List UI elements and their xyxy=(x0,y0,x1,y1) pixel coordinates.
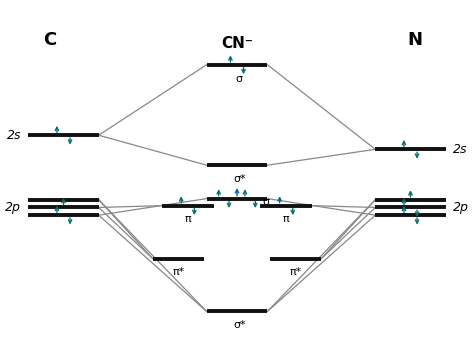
Text: 2p: 2p xyxy=(5,201,21,214)
Text: σ: σ xyxy=(236,73,243,83)
Text: π*: π* xyxy=(290,267,302,277)
Text: CN⁻: CN⁻ xyxy=(221,36,253,51)
Text: σ*: σ* xyxy=(233,174,246,184)
Text: π*: π* xyxy=(172,267,184,277)
Text: σ: σ xyxy=(263,197,270,207)
Text: C: C xyxy=(43,31,56,49)
Text: 2p: 2p xyxy=(453,201,469,214)
Text: σ*: σ* xyxy=(233,320,246,330)
Text: π: π xyxy=(283,214,290,224)
Text: π: π xyxy=(184,214,191,224)
Text: N: N xyxy=(408,31,423,49)
Text: 2s: 2s xyxy=(453,143,467,156)
Text: 2s: 2s xyxy=(7,129,21,142)
